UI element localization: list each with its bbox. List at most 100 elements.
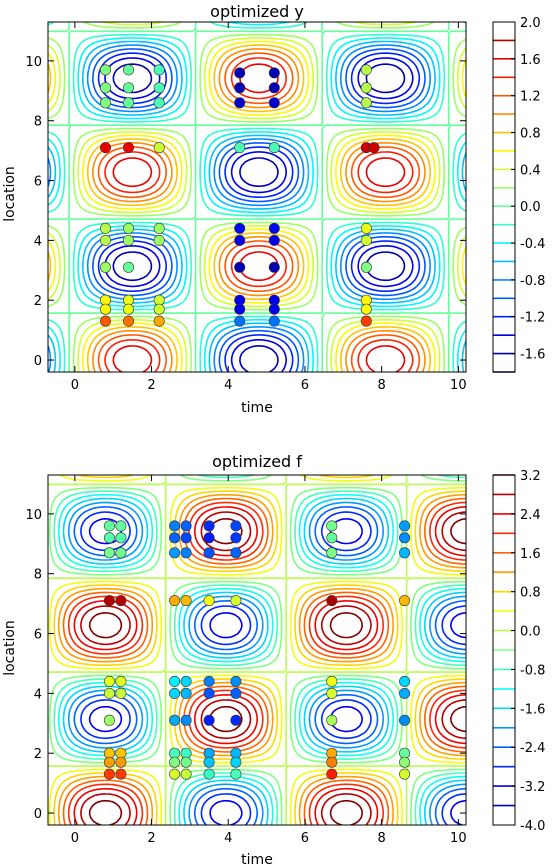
data-point xyxy=(100,261,112,273)
data-point xyxy=(268,97,280,109)
colorbar-tick-label: 0.8 xyxy=(520,127,541,142)
data-point xyxy=(399,595,411,607)
data-point xyxy=(399,756,411,768)
contour-level xyxy=(48,40,466,372)
data-point xyxy=(326,768,338,780)
contour-level xyxy=(48,22,466,372)
x-tick-label: 4 xyxy=(224,831,232,846)
data-point xyxy=(180,595,192,607)
colorbar-tick-label: 2.0 xyxy=(520,16,541,31)
data-point xyxy=(399,768,411,780)
colorbar-tick-label: 1.6 xyxy=(520,547,541,562)
data-point xyxy=(103,687,115,699)
x-tick-label: 0 xyxy=(71,831,79,846)
contour-level xyxy=(92,48,426,372)
data-point xyxy=(326,756,338,768)
data-point xyxy=(360,64,372,76)
contour-level xyxy=(73,506,466,825)
contour-level xyxy=(53,475,466,825)
data-point xyxy=(115,756,127,768)
y-tick-label: 10 xyxy=(25,55,42,70)
data-point xyxy=(153,315,165,327)
y-tick-label: 6 xyxy=(34,175,42,190)
data-point xyxy=(230,714,242,726)
data-point xyxy=(326,675,338,687)
data-point xyxy=(180,687,192,699)
chart-optimized-y: optimized y time location 0 2 4 6 8 10 0 2 4 6 8 10… xyxy=(2,2,545,416)
observation-points xyxy=(100,64,380,327)
data-point xyxy=(360,234,372,246)
data-point xyxy=(169,675,181,687)
chart-optimized-f: optimized f time location 0 2 4 6 8 10 0 2 4 6 8 10… xyxy=(2,452,545,868)
contour-level xyxy=(48,22,466,372)
data-point xyxy=(234,82,246,94)
data-point xyxy=(360,261,372,273)
data-point xyxy=(100,82,112,94)
contour-level xyxy=(48,44,431,372)
data-point xyxy=(268,234,280,246)
data-point xyxy=(115,520,127,532)
contour-level xyxy=(80,511,466,825)
colorbar-tick-label: -0.4 xyxy=(520,237,545,252)
colorbar-frame xyxy=(492,21,516,373)
data-point xyxy=(103,532,115,544)
data-point xyxy=(360,303,372,315)
data-point xyxy=(203,675,215,687)
data-point xyxy=(123,142,135,154)
data-point xyxy=(100,222,112,234)
colorbar-tick-label: -1.2 xyxy=(520,311,545,326)
chart-title: optimized y xyxy=(210,2,304,21)
data-point xyxy=(169,714,181,726)
plot-frame xyxy=(47,21,467,373)
x-tick-label: 2 xyxy=(147,831,155,846)
data-point xyxy=(234,303,246,315)
colorbar-frame xyxy=(492,474,516,826)
data-point xyxy=(115,595,127,607)
data-point xyxy=(115,532,127,544)
x-tick-label: 6 xyxy=(301,378,309,393)
data-point xyxy=(326,547,338,559)
data-point xyxy=(103,520,115,532)
data-point xyxy=(234,142,246,154)
data-point xyxy=(100,142,112,154)
contour-level xyxy=(57,494,466,825)
data-point xyxy=(399,687,411,699)
data-point xyxy=(153,303,165,315)
data-point xyxy=(103,768,115,780)
colorbar-tick-label: -1.6 xyxy=(520,702,545,717)
y-tick-label: 0 xyxy=(34,354,42,369)
data-point xyxy=(230,756,242,768)
colorbar-tick-label: -0.8 xyxy=(520,663,545,678)
contour-level xyxy=(62,497,466,825)
data-point xyxy=(230,595,242,607)
data-point xyxy=(360,222,372,234)
colorbar-tick-label: 3.2 xyxy=(520,469,541,484)
data-point xyxy=(234,97,246,109)
contour-level xyxy=(67,501,466,825)
data-point xyxy=(326,714,338,726)
data-point xyxy=(169,768,181,780)
colorbar-tick-label: 1.6 xyxy=(520,53,541,68)
contour-level xyxy=(57,494,466,825)
data-point xyxy=(103,756,115,768)
contour-level xyxy=(48,44,431,372)
data-point xyxy=(103,714,115,726)
y-axis-label: location xyxy=(2,166,18,222)
data-point xyxy=(153,82,165,94)
data-point xyxy=(268,67,280,79)
data-point xyxy=(153,222,165,234)
data-point xyxy=(203,714,215,726)
colorbar-tick-label: 1.2 xyxy=(520,90,541,105)
x-axis-label: time xyxy=(241,852,273,868)
data-point xyxy=(203,532,215,544)
y-tick-label: 0 xyxy=(34,807,42,822)
data-point xyxy=(169,547,181,559)
data-point xyxy=(268,315,280,327)
data-point xyxy=(103,547,115,559)
data-point xyxy=(115,547,127,559)
colorbar-tick-label: -3.2 xyxy=(520,780,545,795)
contour-level xyxy=(48,22,466,372)
data-point xyxy=(268,303,280,315)
data-point xyxy=(399,520,411,532)
data-point xyxy=(123,261,135,273)
